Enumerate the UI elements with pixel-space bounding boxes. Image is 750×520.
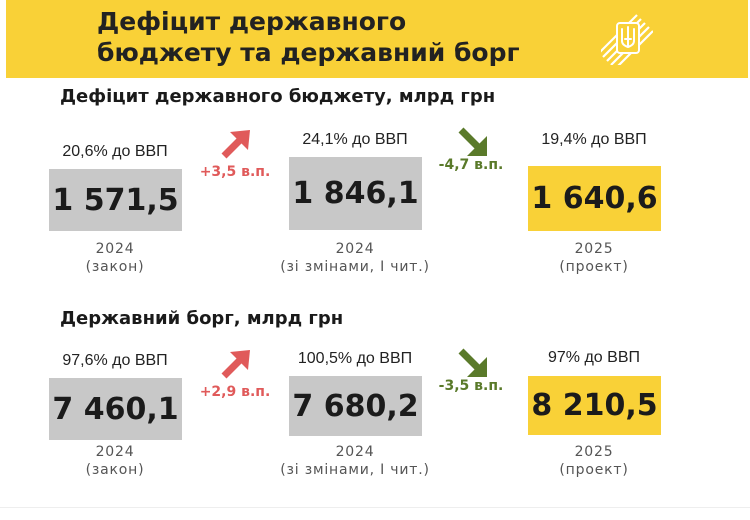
deficit-2024-law-year: 2024 <box>95 241 135 257</box>
deficit-change-2: -4,7 в.п. <box>438 157 504 173</box>
deficit-2024-amended-value: 1 846,1 <box>289 157 422 230</box>
arrow-up-right-icon <box>221 350 250 379</box>
debt-2025-value: 8 210,5 <box>528 376 661 435</box>
deficit-2025-value: 1 640,6 <box>528 166 661 231</box>
debt-2024-amended-pct: 100,5% до ВВП <box>297 350 413 367</box>
page-title: Дефіцит державного бюджету та державний … <box>97 6 577 68</box>
deficit-section-title: Дефіцит державного бюджету, млрд грн <box>60 86 496 107</box>
debt-2024-law-note: (закон) <box>85 462 145 478</box>
deficit-2025-year: 2025 <box>574 241 614 257</box>
debt-2024-amended-note: (зі змінами, І чит.) <box>280 462 430 478</box>
title-line-2: бюджету та державний борг <box>97 38 520 67</box>
debt-2024-law-year: 2024 <box>95 444 135 460</box>
title-line-1: Дефіцит державного <box>97 7 407 36</box>
debt-section-title: Державний борг, млрд грн <box>60 308 344 329</box>
debt-2025-note: (проект) <box>559 462 629 478</box>
ukraine-trident-icon <box>601 14 653 65</box>
deficit-2024-amended-note: (зі змінами, І чит.) <box>280 259 430 275</box>
debt-2024-amended-year: 2024 <box>335 444 375 460</box>
arrow-down-right-icon <box>458 127 487 156</box>
debt-2024-law-value: 7 460,1 <box>49 378 182 440</box>
debt-change-2: -3,5 в.п. <box>438 378 504 394</box>
deficit-2024-law-note: (закон) <box>85 259 145 275</box>
deficit-2025-note: (проект) <box>559 259 629 275</box>
debt-2024-law-pct: 97,6% до ВВП <box>62 352 168 369</box>
debt-2024-amended-value: 7 680,2 <box>289 376 422 436</box>
debt-change-1: +2,9 в.п. <box>199 384 271 400</box>
deficit-2024-amended-pct: 24,1% до ВВП <box>302 131 408 148</box>
arrow-down-right-icon <box>458 348 487 377</box>
arrow-up-right-icon <box>221 130 250 159</box>
deficit-2024-law-value: 1 571,5 <box>49 169 182 231</box>
debt-2025-year: 2025 <box>574 444 614 460</box>
deficit-2025-pct: 19,4% до ВВП <box>541 131 647 148</box>
deficit-2024-law-pct: 20,6% до ВВП <box>62 143 168 160</box>
debt-2025-pct: 97% до ВВП <box>548 349 640 366</box>
deficit-change-1: +3,5 в.п. <box>199 164 271 180</box>
deficit-2024-amended-year: 2024 <box>335 241 375 257</box>
bottom-divider <box>0 507 750 508</box>
